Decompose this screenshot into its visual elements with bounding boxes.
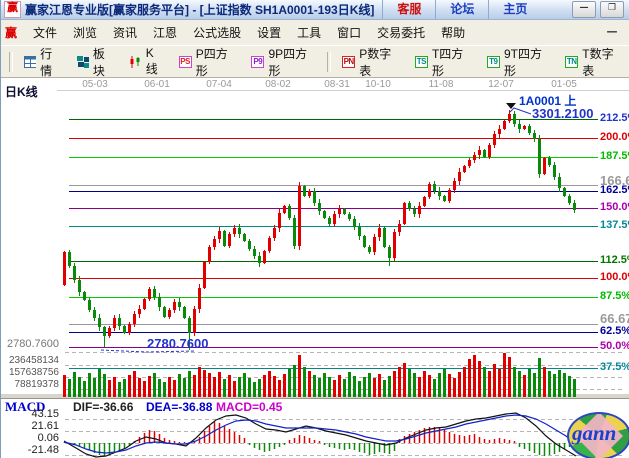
toolbar-label: P数字表 bbox=[359, 46, 392, 78]
menu-gann[interactable]: 江恩 bbox=[153, 25, 178, 40]
toolbar-button-t-table[interactable]: TN T数字表 bbox=[558, 45, 629, 79]
toolbar-button-quotes[interactable]: 行情 bbox=[17, 45, 70, 79]
toolbar-button-9p-square[interactable]: P9 9P四方形 bbox=[244, 45, 323, 79]
toolbar-button-t-square[interactable]: TS T四方形 bbox=[408, 45, 480, 79]
menu-trade[interactable]: 交易委托 bbox=[377, 25, 426, 40]
menu-bar: 赢 文件 浏览 资讯 江恩 公式选股 设置 工具 窗口 交易委托 帮助 — bbox=[1, 20, 629, 46]
kline-candles-icon bbox=[130, 55, 140, 68]
gann-logo: gann bbox=[567, 412, 629, 458]
toolbar-separator bbox=[327, 51, 332, 72]
toolbar-label: 9P四方形 bbox=[268, 46, 308, 78]
toolbar-label: K线 bbox=[145, 46, 158, 76]
toolbar-button-sectors[interactable]: 板块 bbox=[70, 45, 123, 79]
toolbar-label: P四方形 bbox=[195, 46, 228, 78]
toolbar: 行情 板块 K线 PS P四方形 P9 9P四方形 PN P数字表 TS T四方… bbox=[1, 45, 629, 78]
ts-badge-icon: TS bbox=[414, 55, 428, 68]
mdi-minimize-button[interactable]: — bbox=[606, 25, 618, 38]
menu-file[interactable]: 文件 bbox=[33, 25, 58, 40]
restore-button[interactable]: ❐ bbox=[600, 1, 624, 18]
toolbar-label: 板块 bbox=[92, 46, 105, 78]
menu-news[interactable]: 资讯 bbox=[113, 25, 138, 40]
ps-badge-icon: PS bbox=[178, 55, 192, 68]
gann-logo-text: gann bbox=[572, 421, 617, 445]
toolbar-button-p-square[interactable]: PS P四方形 bbox=[172, 45, 245, 79]
mdi-child-icon: 赢 bbox=[5, 25, 18, 40]
forum-button[interactable]: 论坛 bbox=[435, 0, 488, 19]
menu-settings[interactable]: 设置 bbox=[257, 25, 282, 40]
menu-help[interactable]: 帮助 bbox=[441, 25, 466, 40]
kline-chart-panel[interactable] bbox=[1, 78, 629, 458]
toolbar-separator bbox=[9, 51, 13, 72]
tn-badge-icon: TN bbox=[565, 55, 579, 68]
toolbar-button-kline[interactable]: K线 bbox=[122, 46, 171, 77]
window-controls: — ❐ bbox=[572, 1, 624, 18]
toolbar-label: 9T四方形 bbox=[503, 46, 542, 78]
homepage-button[interactable]: 主页 bbox=[488, 0, 541, 19]
p9-badge-icon: P9 bbox=[251, 55, 265, 68]
window-title: 赢家江恩专业版[赢家服务平台] - [上证指数 SH1A0001-193日K线] bbox=[25, 3, 375, 17]
t9-badge-icon: T9 bbox=[486, 55, 500, 68]
title-bar: 赢 赢家江恩专业版[赢家服务平台] - [上证指数 SH1A0001-193日K… bbox=[1, 0, 629, 20]
menu-window[interactable]: 窗口 bbox=[337, 25, 362, 40]
toolbar-button-9t-square[interactable]: T9 9T四方形 bbox=[480, 45, 558, 79]
customer-service-button[interactable]: 客服 bbox=[382, 0, 435, 19]
pn-badge-icon: PN bbox=[342, 55, 356, 68]
toolbar-label: T四方形 bbox=[431, 46, 464, 78]
minimize-button[interactable]: — bbox=[572, 1, 596, 18]
toolbar-button-p-table[interactable]: PN P数字表 bbox=[335, 45, 408, 79]
app-logo-icon: 赢 bbox=[4, 1, 21, 18]
menu-formula-stockpick[interactable]: 公式选股 bbox=[193, 25, 242, 40]
toolbar-label: T数字表 bbox=[582, 46, 614, 78]
titlebar-links: 客服 论坛 主页 bbox=[382, 0, 541, 19]
menu-browse[interactable]: 浏览 bbox=[73, 25, 98, 40]
sector-blocks-icon bbox=[76, 55, 89, 68]
menu-tools[interactable]: 工具 bbox=[297, 25, 322, 40]
toolbar-label: 行情 bbox=[40, 46, 53, 78]
quote-table-icon bbox=[23, 55, 37, 68]
